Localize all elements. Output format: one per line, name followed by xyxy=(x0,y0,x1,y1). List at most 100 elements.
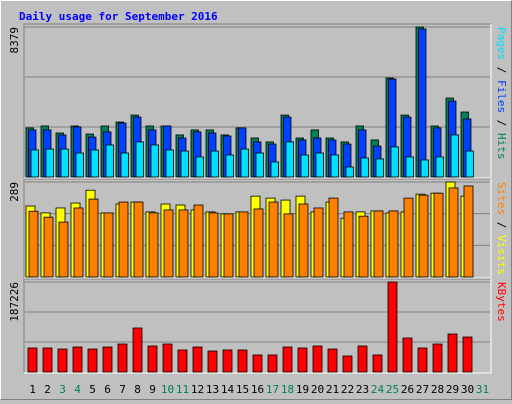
bar xyxy=(103,212,114,278)
x-tick-label: 6 xyxy=(104,383,111,396)
bar xyxy=(342,355,353,373)
bar xyxy=(432,343,443,373)
bar xyxy=(42,347,53,373)
bar xyxy=(210,150,219,178)
bar xyxy=(405,156,414,178)
bar xyxy=(180,150,189,178)
y-tick-label: 187226 xyxy=(8,282,21,322)
bar xyxy=(390,146,399,178)
bar xyxy=(420,159,429,178)
x-tick-label: 13 xyxy=(206,383,219,396)
panel-edge-light xyxy=(24,279,492,374)
bar xyxy=(450,134,459,178)
bar xyxy=(417,347,428,373)
bar xyxy=(135,141,144,178)
bar xyxy=(102,346,113,373)
bar xyxy=(418,28,427,178)
bar xyxy=(177,349,188,373)
bar xyxy=(225,154,234,178)
bar xyxy=(297,347,308,373)
x-tick-label: 20 xyxy=(311,383,324,396)
bar xyxy=(148,212,159,278)
bar xyxy=(237,349,248,373)
bar xyxy=(193,204,204,278)
bar xyxy=(75,152,84,178)
x-tick-label: 12 xyxy=(191,383,204,396)
x-tick-label: 31 xyxy=(476,383,489,396)
x-tick-label: 30 xyxy=(461,383,474,396)
bar xyxy=(435,156,444,178)
bar xyxy=(463,185,474,278)
bar xyxy=(30,149,39,178)
legend-entry: Visits xyxy=(495,235,508,275)
bar xyxy=(117,343,128,373)
legend: Pages / Files / Hits xyxy=(495,27,508,160)
panel-edge-light xyxy=(24,24,492,179)
bar xyxy=(60,148,69,178)
bar xyxy=(162,343,173,373)
bar xyxy=(387,281,398,373)
x-tick-label: 14 xyxy=(221,383,235,396)
x-tick-label: 17 xyxy=(266,383,279,396)
panel-edge-light xyxy=(24,179,492,279)
panel-edge-dark xyxy=(23,278,491,373)
bar xyxy=(222,349,233,373)
x-tick-label: 10 xyxy=(161,383,174,396)
x-tick-label: 21 xyxy=(326,383,339,396)
x-tick-label: 24 xyxy=(371,383,385,396)
bar xyxy=(448,187,459,278)
x-tick-label: 28 xyxy=(431,383,444,396)
bar xyxy=(165,149,174,178)
bar xyxy=(90,149,99,178)
legend-entry: Pages xyxy=(495,27,508,60)
bar xyxy=(88,198,99,278)
bar xyxy=(253,208,264,278)
bar xyxy=(178,209,189,278)
bar xyxy=(315,152,324,178)
x-tick-label: 1 xyxy=(29,383,36,396)
bar xyxy=(255,152,264,178)
x-tick-label: 15 xyxy=(236,383,249,396)
bar xyxy=(403,197,414,278)
bar xyxy=(72,346,83,373)
x-tick-label: 29 xyxy=(446,383,459,396)
bar xyxy=(150,144,159,178)
bar xyxy=(372,354,383,373)
bar xyxy=(268,201,279,278)
x-tick-label: 9 xyxy=(149,383,156,396)
bar xyxy=(133,201,144,278)
x-tick-label: 25 xyxy=(386,383,399,396)
x-tick-label: 16 xyxy=(251,383,264,396)
x-tick-label: 19 xyxy=(296,383,309,396)
bar xyxy=(120,152,129,178)
bar xyxy=(73,207,84,278)
bar xyxy=(388,210,399,278)
bar xyxy=(447,333,458,373)
bar xyxy=(240,148,249,178)
x-tick-label: 4 xyxy=(74,383,81,396)
bar xyxy=(300,154,309,178)
legend-entry: Hits xyxy=(495,133,508,160)
legend-entry: KBytes xyxy=(495,282,508,322)
x-tick-label: 3 xyxy=(59,383,66,396)
bar xyxy=(252,354,263,373)
bar xyxy=(118,201,129,278)
bar xyxy=(270,161,279,178)
chart-title: Daily usage for September 2016 xyxy=(19,10,218,23)
bar xyxy=(87,348,98,373)
x-tick-label: 5 xyxy=(89,383,96,396)
bar xyxy=(147,345,158,373)
bar xyxy=(28,210,39,278)
x-tick-label: 26 xyxy=(401,383,414,396)
bar xyxy=(43,216,54,278)
bar xyxy=(283,213,294,278)
bar xyxy=(208,212,219,278)
bar xyxy=(27,347,38,373)
bar xyxy=(207,350,218,373)
bar xyxy=(58,221,69,278)
x-tick-label: 18 xyxy=(281,383,294,396)
bar xyxy=(285,141,294,178)
